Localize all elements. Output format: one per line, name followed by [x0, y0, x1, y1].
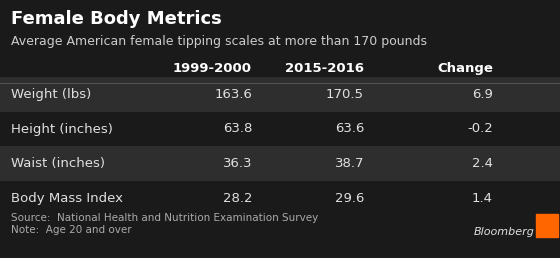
Text: 29.6: 29.6 [335, 192, 364, 205]
Text: 6.9: 6.9 [472, 88, 493, 101]
Text: 63.8: 63.8 [223, 123, 252, 135]
Text: -0.2: -0.2 [467, 123, 493, 135]
Text: Change: Change [437, 62, 493, 75]
Text: Body Mass Index: Body Mass Index [11, 192, 123, 205]
Text: Weight (lbs): Weight (lbs) [11, 88, 91, 101]
FancyBboxPatch shape [0, 77, 560, 111]
Text: 38.7: 38.7 [334, 157, 364, 170]
Text: Bloomberg: Bloomberg [474, 227, 535, 237]
Text: Average American female tipping scales at more than 170 pounds: Average American female tipping scales a… [11, 35, 427, 48]
Text: 170.5: 170.5 [326, 88, 364, 101]
Text: 63.6: 63.6 [335, 123, 364, 135]
Text: Waist (inches): Waist (inches) [11, 157, 105, 170]
Text: Source:  National Health and Nutrition Examination Survey
Note:  Age 20 and over: Source: National Health and Nutrition Ex… [11, 213, 319, 235]
Text: Height (inches): Height (inches) [11, 123, 113, 135]
Text: 2.4: 2.4 [472, 157, 493, 170]
Text: 1.4: 1.4 [472, 192, 493, 205]
FancyBboxPatch shape [0, 147, 560, 181]
Text: 1999-2000: 1999-2000 [173, 62, 252, 75]
Text: Female Body Metrics: Female Body Metrics [11, 10, 222, 28]
Bar [536, 214, 558, 237]
Text: 163.6: 163.6 [214, 88, 252, 101]
Text: 28.2: 28.2 [222, 192, 252, 205]
Text: 36.3: 36.3 [222, 157, 252, 170]
Text: 2015-2016: 2015-2016 [285, 62, 364, 75]
